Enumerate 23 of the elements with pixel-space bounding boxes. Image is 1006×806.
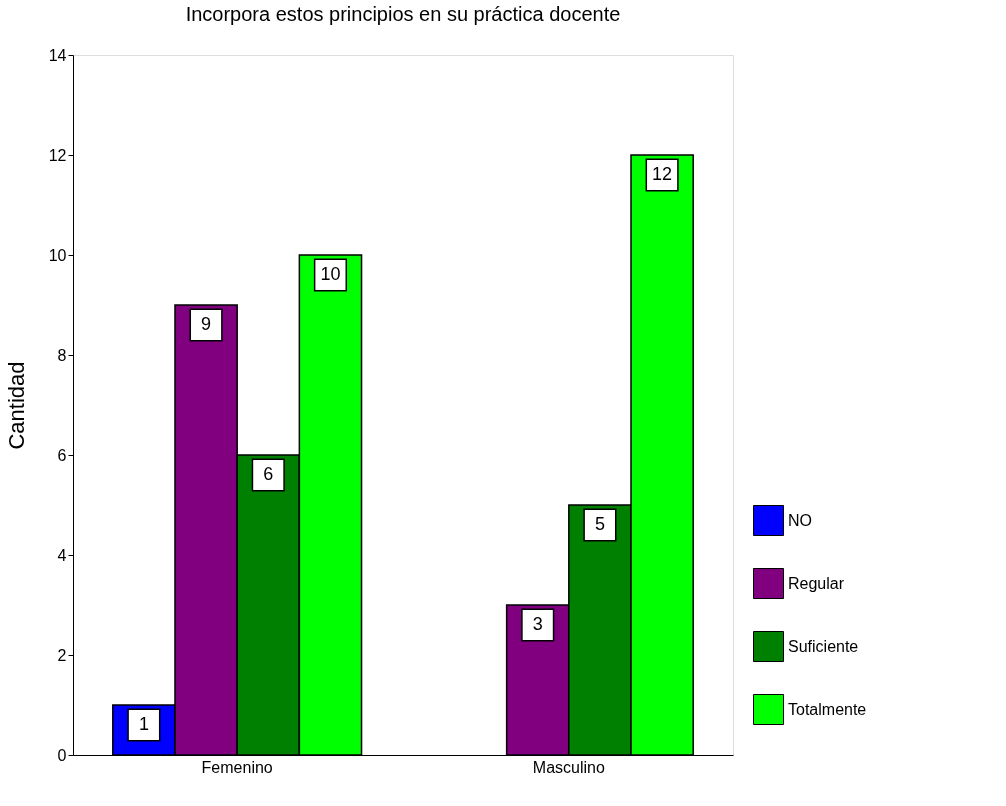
y-axis-title: Cantidad <box>3 361 29 450</box>
data-label: 3 <box>532 614 543 634</box>
legend-label: Totalmente <box>788 700 867 718</box>
y-tick-label: 12 <box>48 146 67 164</box>
y-tick-label: 8 <box>57 346 67 364</box>
x-tick-label: Femenino <box>201 758 273 776</box>
chart-title: Incorpora estos principios en su práctica docente <box>185 3 621 25</box>
legend-label: Regular <box>788 574 845 592</box>
y-tick-label: 0 <box>57 746 67 764</box>
data-label: 10 <box>320 264 341 284</box>
y-tick-label: 2 <box>57 646 67 664</box>
data-label: 6 <box>263 464 274 484</box>
data-label: 9 <box>201 314 212 334</box>
data-label: 1 <box>138 714 149 734</box>
y-tick-label: 14 <box>48 46 67 64</box>
legend-label: Suficiente <box>788 637 859 655</box>
y-tick-label: 6 <box>57 446 67 464</box>
x-tick-label: Masculino <box>532 758 605 776</box>
y-tick-label: 10 <box>48 246 67 264</box>
legend-label: NO <box>788 511 812 529</box>
y-tick-label: 4 <box>57 546 67 564</box>
data-label: 5 <box>594 514 605 534</box>
data-label: 12 <box>652 164 673 184</box>
